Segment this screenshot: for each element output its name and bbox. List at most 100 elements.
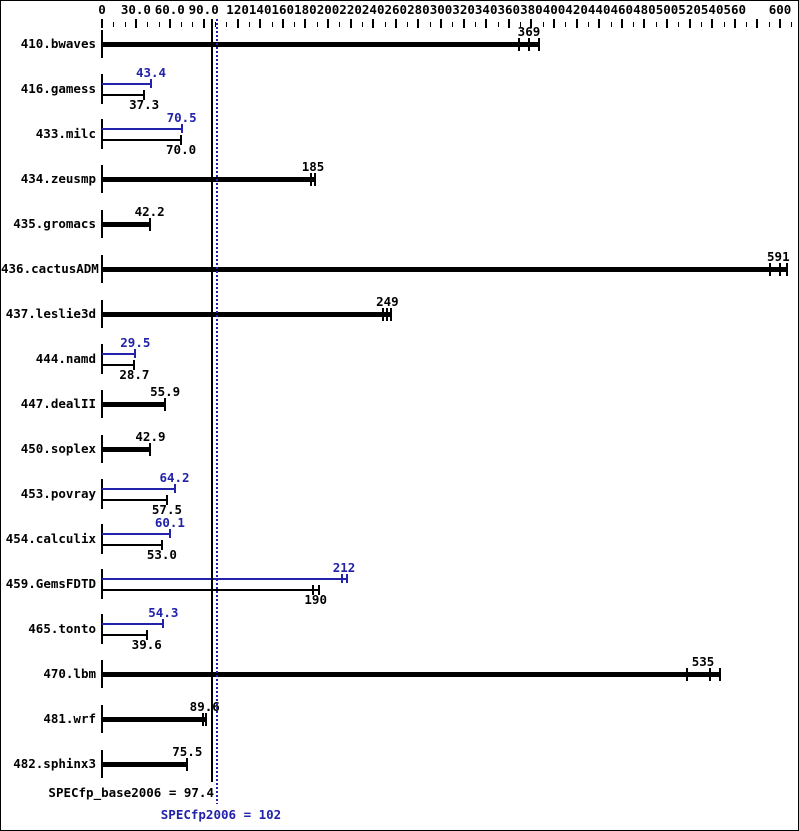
axis-major-tick — [417, 19, 420, 28]
benchmark-row: 447.dealII 55.9 — [1, 381, 798, 427]
benchmark-label: 450.soplex — [20, 441, 96, 456]
base-run-tick — [143, 90, 146, 100]
axis-major-tick — [733, 19, 736, 28]
peak-run-tick — [345, 574, 348, 583]
peak-run-tick — [150, 79, 153, 88]
base-bar — [102, 499, 167, 501]
benchmark-row: 459.GemsFDTD 212 190 — [1, 561, 798, 607]
base-value-label: 185 — [301, 159, 325, 174]
base-value-label: 70.0 — [166, 142, 197, 157]
base-run-tick — [180, 135, 183, 145]
benchmark-label: 459.GemsFDTD — [5, 576, 96, 591]
peak-bar — [102, 533, 170, 535]
axis-major-tick — [643, 19, 646, 28]
benchmark-label: 481.wrf — [43, 711, 96, 726]
benchmark-row: 453.povray 64.2 57.5 — [1, 471, 798, 517]
axis-minor-tick — [655, 22, 657, 27]
axis-tick-label: 520 — [678, 2, 701, 17]
axis-major-tick — [372, 19, 375, 28]
axis-tick-label: 0 — [98, 2, 106, 17]
base-bar — [102, 717, 207, 722]
axis-major-tick — [236, 19, 239, 28]
base-bar — [102, 94, 145, 96]
axis-minor-tick — [248, 22, 250, 27]
base-run-tick — [785, 263, 788, 276]
base-bar — [102, 672, 720, 677]
axis-minor-tick — [791, 22, 793, 27]
axis-major-tick — [620, 19, 623, 28]
axis-major-tick — [688, 19, 691, 28]
axis-tick-label: 180 — [294, 2, 317, 17]
benchmark-row: 482.sphinx3 75.5 — [1, 741, 798, 787]
axis-tick-label: 200 — [316, 2, 340, 17]
axis-tick-label: 240 — [361, 2, 385, 17]
base-run-tick — [145, 630, 148, 640]
axis-major-tick — [507, 19, 510, 28]
base-value-label: 75.5 — [172, 744, 203, 759]
peak-value-label: 64.2 — [159, 470, 190, 485]
axis-minor-tick — [124, 22, 126, 27]
axis-major-tick — [349, 19, 352, 28]
peak-run-tick — [180, 124, 183, 133]
base-value-label: 591 — [767, 249, 790, 264]
axis-tick-label: 360 — [497, 2, 521, 17]
benchmark-label: 444.namd — [35, 351, 96, 366]
benchmark-row: 465.tonto 54.3 39.6 — [1, 606, 798, 652]
axis-major-tick — [575, 19, 578, 28]
axis-minor-tick — [768, 22, 770, 27]
base-bar — [102, 222, 150, 227]
benchmark-label: 416.gamess — [20, 81, 96, 96]
row-axis-origin-line — [101, 119, 103, 149]
base-run-tick — [386, 308, 389, 321]
base-value-label: 28.7 — [119, 367, 150, 382]
axis-major-tick — [168, 19, 171, 28]
row-axis-origin-line — [101, 344, 103, 374]
base-run-tick — [685, 668, 688, 681]
axis-minor-tick — [407, 22, 409, 27]
row-axis-origin-line — [101, 479, 103, 509]
peak-run-tick — [134, 349, 137, 358]
axis-minor-tick — [361, 22, 363, 27]
benchmark-row: 436.cactusADM 591 — [1, 246, 798, 292]
benchmark-label: 437.leslie3d — [5, 306, 96, 321]
peak-run-tick — [162, 619, 165, 628]
base-run-tick — [768, 263, 771, 276]
base-mean-line — [211, 19, 214, 782]
axis-tick-label: 560 — [723, 2, 747, 17]
base-value-label: 42.2 — [134, 204, 165, 219]
base-run-tick — [527, 38, 530, 51]
axis-tick-label: 90.0 — [188, 2, 219, 17]
axis-minor-tick — [542, 22, 544, 27]
axis-minor-tick — [294, 22, 296, 27]
base-bar — [102, 42, 539, 47]
base-value-label: 249 — [376, 294, 399, 309]
base-run-tick — [133, 360, 136, 370]
benchmark-label: 410.bwaves — [20, 36, 96, 51]
axis-minor-tick — [678, 22, 680, 27]
axis-major-tick — [440, 19, 442, 28]
axis-tick-label: 400 — [542, 2, 566, 17]
axis-minor-tick — [700, 22, 702, 27]
axis-tick-label: 300 — [429, 2, 453, 17]
base-run-tick — [149, 443, 152, 456]
peak-value-label: 29.5 — [120, 335, 151, 350]
row-axis-origin-line — [101, 74, 103, 104]
base-bar — [102, 364, 135, 366]
axis-tick-label: 480 — [633, 2, 656, 17]
axis-minor-tick — [113, 22, 115, 27]
benchmark-label: 435.gromacs — [13, 216, 96, 231]
peak-bar — [102, 128, 182, 130]
base-mean-label: SPECfp_base2006 = 97.4 — [48, 785, 214, 800]
base-bar — [102, 267, 787, 272]
peak-value-label: 54.3 — [148, 605, 179, 620]
benchmark-row: 435.gromacs 42.2 — [1, 201, 798, 247]
axis-major-tick — [304, 19, 307, 28]
axis-tick-label: 600 — [768, 2, 792, 17]
axis-tick-label: 160 — [271, 2, 295, 17]
benchmark-label: 453.povray — [20, 486, 96, 501]
peak-value-label: 60.1 — [154, 515, 185, 530]
base-value-label: 42.9 — [135, 429, 166, 444]
base-run-tick — [148, 218, 151, 231]
axis-minor-tick — [181, 22, 183, 27]
